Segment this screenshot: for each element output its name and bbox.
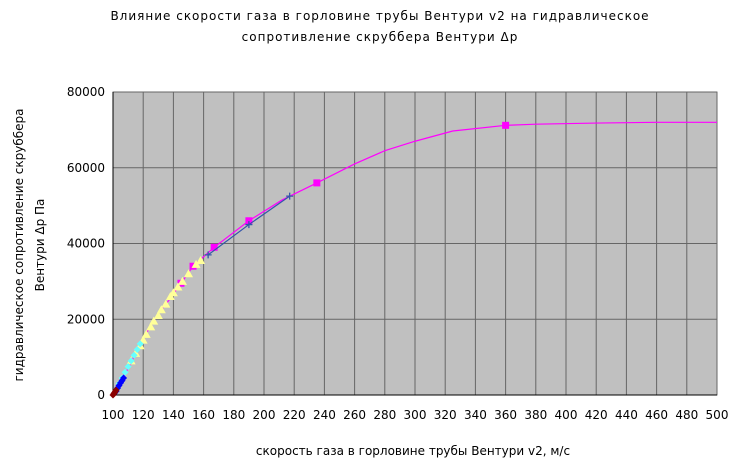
data-point [286, 192, 294, 200]
x-tick-label: 100 [102, 408, 125, 422]
x-tick-label: 160 [192, 408, 215, 422]
data-point [196, 256, 206, 265]
x-tick-label: 140 [162, 408, 185, 422]
x-tick-label: 320 [434, 408, 457, 422]
x-tick-label: 340 [464, 408, 487, 422]
data-point [245, 221, 253, 229]
y-tick-label: 80000 [67, 85, 105, 99]
data-point [141, 329, 151, 338]
data-point [124, 363, 132, 371]
data-point [112, 386, 120, 394]
x-tick-label: 180 [222, 408, 245, 422]
x-tick-label: 300 [404, 408, 427, 422]
data-point [153, 310, 163, 319]
data-point [177, 276, 187, 285]
y-tick-label: 20000 [67, 312, 105, 326]
data-point [120, 374, 128, 382]
x-tick-label: 120 [132, 408, 155, 422]
y-axis-label: гидравлическое сопротивление скруббера [12, 109, 26, 382]
x-tick-label: 500 [706, 408, 729, 422]
chart-title: сопротивление скруббера Вентури Δр [242, 30, 519, 44]
data-point [127, 357, 135, 365]
data-point [149, 316, 159, 325]
data-point [184, 269, 193, 278]
data-point [173, 282, 183, 291]
x-tick-label: 420 [585, 408, 608, 422]
chart-title: Влияние скорости газа в горловине трубы … [110, 9, 649, 23]
data-point [313, 179, 321, 187]
x-tick-label: 480 [675, 408, 698, 422]
x-tick-label: 400 [555, 408, 578, 422]
x-tick-label: 280 [373, 408, 396, 422]
data-point [204, 251, 212, 259]
data-point [191, 259, 201, 268]
data-point [121, 368, 129, 376]
data-point [161, 299, 171, 308]
x-axis-label: скорость газа в горловине трубы Вентури … [256, 444, 570, 458]
x-tick-label: 220 [283, 408, 306, 422]
data-point [136, 340, 144, 348]
data-point [130, 351, 138, 359]
data-point [168, 288, 178, 297]
x-tick-label: 240 [313, 408, 336, 422]
x-tick-label: 360 [494, 408, 517, 422]
x-tick-label: 440 [615, 408, 638, 422]
x-tick-label: 260 [343, 408, 366, 422]
data-point [133, 346, 141, 354]
data-point [502, 121, 510, 129]
x-tick-label: 200 [253, 408, 276, 422]
y-tick-label: 60000 [67, 161, 105, 175]
data-point [156, 305, 166, 314]
x-tick-label: 380 [524, 408, 547, 422]
y-tick-label: 40000 [67, 237, 105, 251]
x-tick-label: 460 [645, 408, 668, 422]
data-point [210, 243, 218, 251]
data-point [245, 217, 253, 225]
y-axis-label: Вентури Δр Па [33, 199, 47, 292]
data-point [146, 322, 156, 331]
y-tick-label: 0 [97, 388, 105, 402]
